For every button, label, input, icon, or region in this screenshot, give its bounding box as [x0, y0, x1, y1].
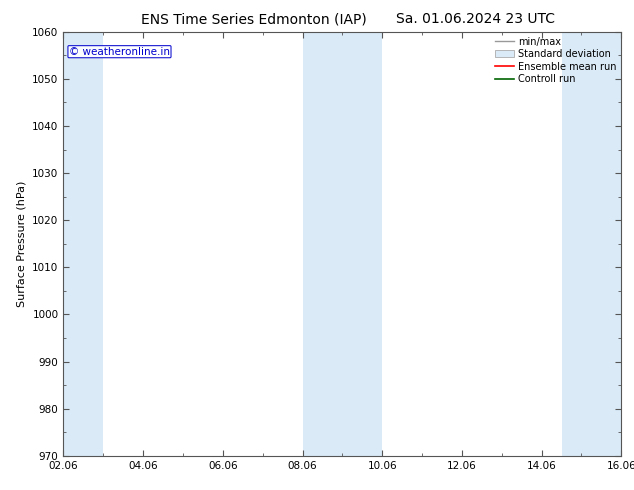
Bar: [562, 32, 634, 456]
Text: Sa. 01.06.2024 23 UTC: Sa. 01.06.2024 23 UTC: [396, 12, 555, 26]
Legend: min/max, Standard deviation, Ensemble mean run, Controll run: min/max, Standard deviation, Ensemble me…: [493, 35, 618, 86]
Text: ENS Time Series Edmonton (IAP): ENS Time Series Edmonton (IAP): [141, 12, 366, 26]
Bar: [63, 32, 103, 456]
Y-axis label: Surface Pressure (hPa): Surface Pressure (hPa): [16, 181, 27, 307]
Text: © weatheronline.in: © weatheronline.in: [69, 47, 170, 57]
Bar: [302, 32, 382, 456]
